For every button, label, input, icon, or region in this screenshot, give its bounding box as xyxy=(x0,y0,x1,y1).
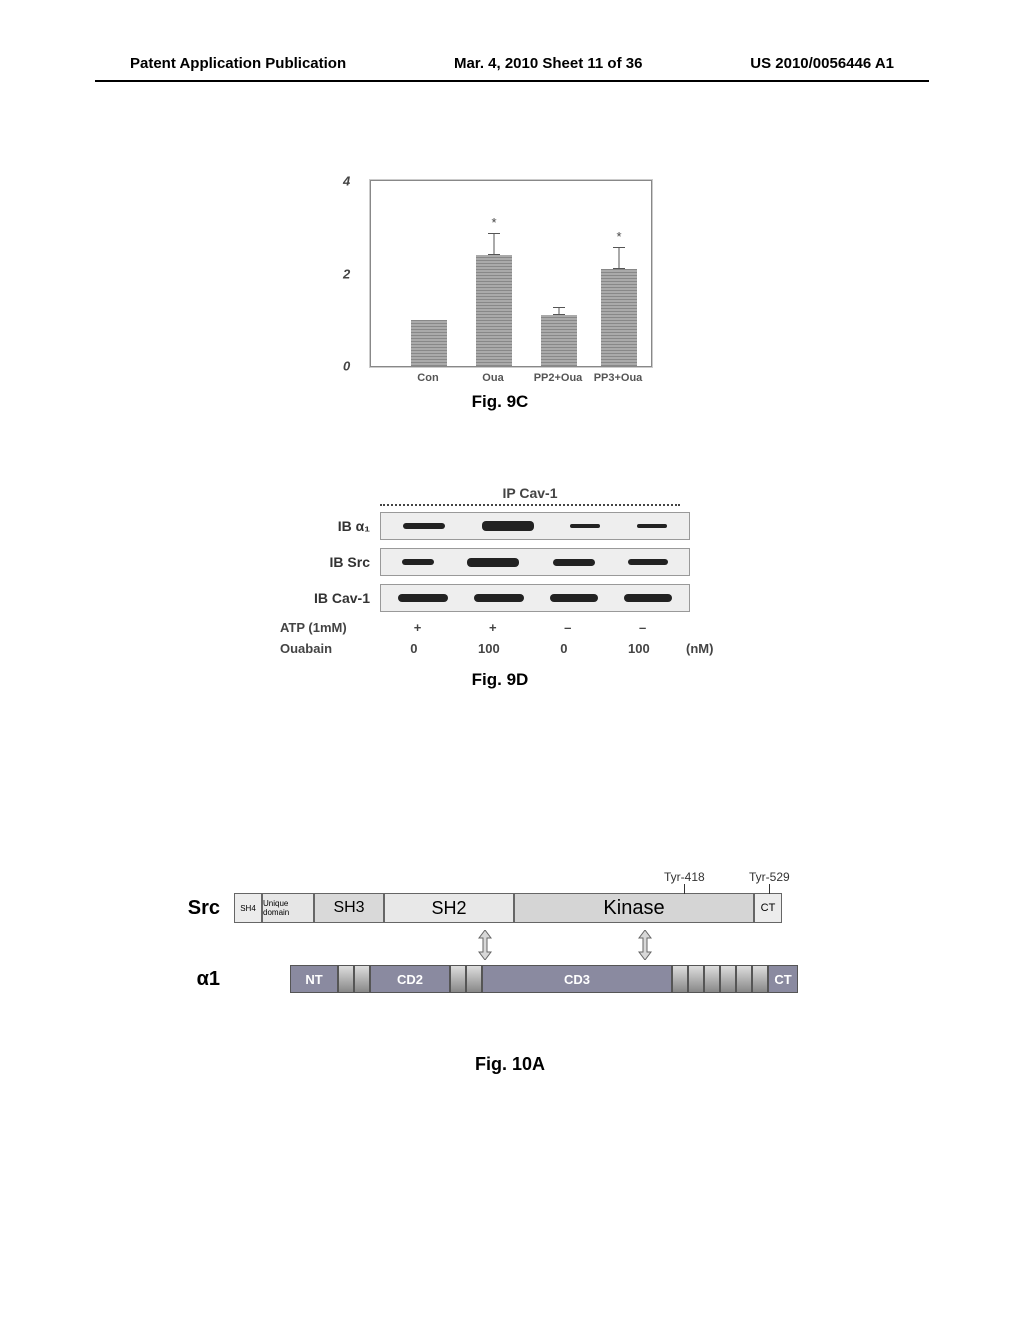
alpha1-transmembrane xyxy=(466,965,482,993)
src-row: Src SH4Unique domainSH3SH2KinaseCT xyxy=(150,892,870,924)
condition-value: – xyxy=(639,620,646,635)
blot-lane-box xyxy=(380,512,690,540)
alpha1-transmembrane xyxy=(720,965,736,993)
src-domain: SH2 xyxy=(384,893,514,923)
blot-band xyxy=(624,594,672,602)
src-domain: SH4 xyxy=(234,893,262,923)
conditions-table: ATP (1mM) + + – – Ouabain 0 100 0 100 (nM) xyxy=(280,620,720,656)
blot-band xyxy=(482,521,534,531)
x-label: PP3+Oua xyxy=(594,372,643,384)
condition-row: Ouabain 0 100 0 100 (nM) xyxy=(280,641,720,656)
bar-chart: 024** xyxy=(370,180,652,367)
figure-9d: IP Cav-1 IB α₁IB SrcIB Cav-1 ATP (1mM)++… xyxy=(280,485,720,690)
y-tick: 2 xyxy=(343,266,350,281)
alpha1-transmembrane xyxy=(354,965,370,993)
patent-header: Patent Application Publication Mar. 4, 2… xyxy=(0,55,1024,72)
condition-value: 100 xyxy=(478,641,500,656)
condition-row: ATP (1mM) + + – – xyxy=(280,620,720,635)
condition-unit: (nM) xyxy=(686,641,713,656)
blot-row: IB Cav-1 xyxy=(280,584,720,612)
tyrosine-labels: Tyr-418 Tyr-529 xyxy=(234,870,870,892)
blot-band xyxy=(467,558,519,567)
bidirectional-arrow-icon xyxy=(634,930,656,960)
x-label: Con xyxy=(417,372,438,384)
src-domain: SH3 xyxy=(314,893,384,923)
y-tick: 4 xyxy=(343,174,350,189)
alpha1-cytoplasmic-domain: CD2 xyxy=(370,965,450,993)
alpha1-transmembrane xyxy=(688,965,704,993)
src-domain-track: SH4Unique domainSH3SH2KinaseCT xyxy=(234,892,782,924)
ip-rule xyxy=(380,504,680,506)
interaction-arrows xyxy=(234,930,870,964)
blot-row: IB α₁ xyxy=(280,512,720,540)
figure-9d-caption: Fig. 9D xyxy=(280,670,720,690)
x-label: Oua xyxy=(482,372,503,384)
condition-value: 0 xyxy=(410,641,417,656)
x-label: PP2+Oua xyxy=(534,372,583,384)
alpha1-row: α1 NT CD2 CD3 CT xyxy=(150,964,870,994)
alpha1-transmembrane xyxy=(672,965,688,993)
header-right: US 2010/0056446 A1 xyxy=(750,55,894,72)
blot-band xyxy=(553,559,595,566)
alpha1-label: α1 xyxy=(150,968,234,991)
condition-value: 100 xyxy=(628,641,650,656)
src-domain: Unique domain xyxy=(262,893,314,923)
header-left: Patent Application Publication xyxy=(130,55,346,72)
blot-lane-box xyxy=(380,584,690,612)
alpha1-cytoplasmic-domain: CD3 xyxy=(482,965,672,993)
alpha1-transmembrane xyxy=(704,965,720,993)
condition-value: + xyxy=(414,620,422,635)
blot-label: IB Src xyxy=(280,554,380,570)
figure-9c-caption: Fig. 9C xyxy=(330,392,670,412)
blot-row: IB Src xyxy=(280,548,720,576)
blot-label: IB Cav-1 xyxy=(280,590,380,606)
tyrosine-label: Tyr-529 xyxy=(749,870,790,894)
condition-value: – xyxy=(564,620,571,635)
blot-band xyxy=(474,594,524,602)
alpha1-transmembrane xyxy=(338,965,354,993)
alpha1-cytoplasmic-domain: NT xyxy=(290,965,338,993)
src-domain: Kinase xyxy=(514,893,754,923)
alpha1-cytoplasmic-domain: CT xyxy=(768,965,798,993)
header-center: Mar. 4, 2010 Sheet 11 of 36 xyxy=(454,55,642,72)
bidirectional-arrow-icon xyxy=(474,930,496,960)
src-label: Src xyxy=(150,897,234,920)
alpha1-transmembrane xyxy=(450,965,466,993)
blot-lane-box xyxy=(380,548,690,576)
alpha1-domain-track: NT CD2 CD3 CT xyxy=(290,964,798,994)
alpha1-transmembrane xyxy=(736,965,752,993)
blot-band xyxy=(628,559,668,565)
tyrosine-label: Tyr-418 xyxy=(664,870,705,894)
blot-band xyxy=(398,594,448,602)
ip-title: IP Cav-1 xyxy=(340,485,720,501)
blot-band xyxy=(402,559,434,565)
y-tick: 0 xyxy=(343,359,350,374)
western-blots: IB α₁ IB Src IB Cav-1 xyxy=(280,512,720,612)
condition-value: + xyxy=(489,620,497,635)
blot-band xyxy=(637,524,667,528)
condition-value: 0 xyxy=(560,641,567,656)
blot-band xyxy=(570,524,600,528)
src-domain: CT xyxy=(754,893,782,923)
condition-label: Ouabain xyxy=(280,641,380,656)
alpha1-transmembrane xyxy=(752,965,768,993)
blot-band xyxy=(403,523,445,529)
condition-values: + + – – xyxy=(380,620,680,635)
figure-9c: 024** Con Oua PP2+Oua PP3+Oua Fig. 9C xyxy=(330,180,670,412)
figure-10a-caption: Fig. 10A xyxy=(150,1054,870,1075)
condition-label: ATP (1mM) xyxy=(280,620,380,635)
blot-band xyxy=(550,594,598,602)
condition-values: 0 100 0 100 xyxy=(380,641,680,656)
figure-10a: Tyr-418 Tyr-529 Src SH4Unique domainSH3SH… xyxy=(150,870,870,1075)
header-rule xyxy=(95,80,929,82)
blot-label: IB α₁ xyxy=(280,518,380,534)
